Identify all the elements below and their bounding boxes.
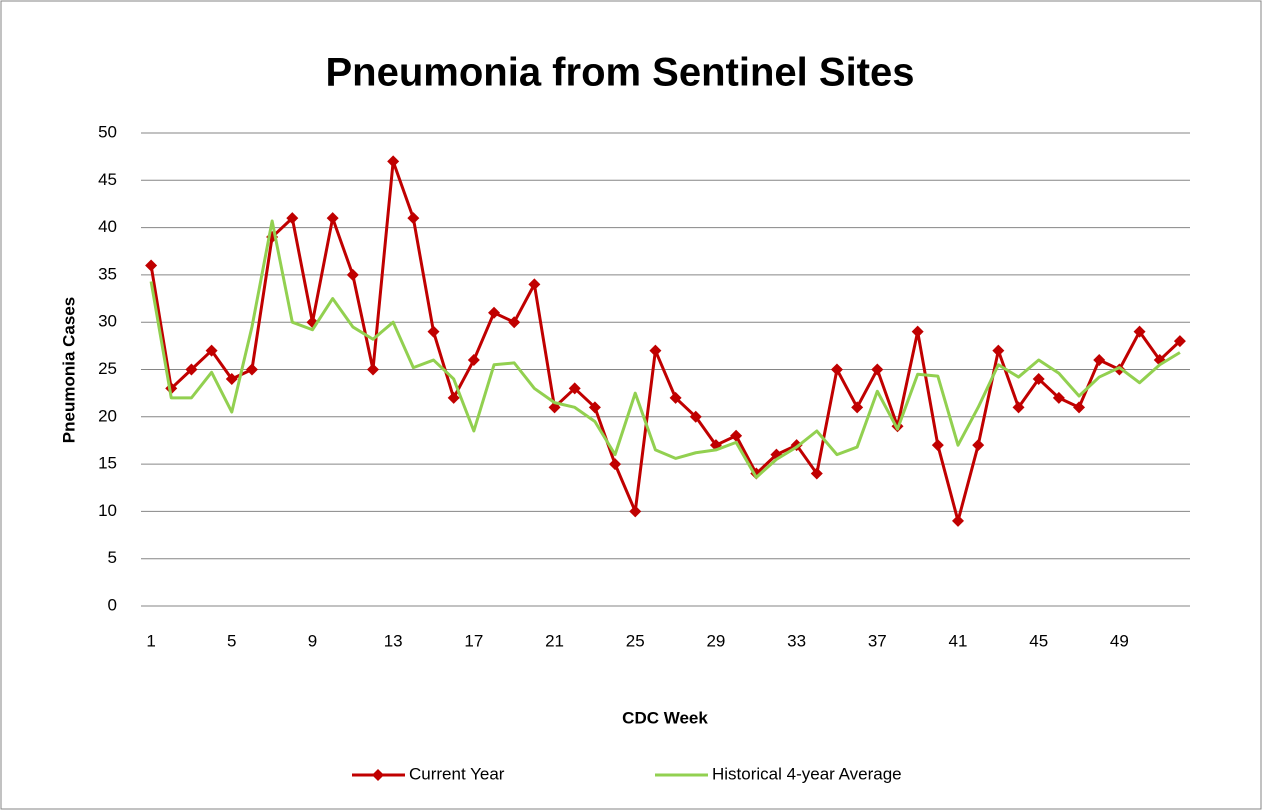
marker bbox=[225, 372, 238, 385]
marker bbox=[649, 344, 662, 357]
marker bbox=[488, 306, 501, 319]
marker bbox=[1012, 401, 1025, 414]
marker bbox=[1073, 401, 1086, 414]
marker bbox=[245, 363, 258, 376]
y-axis-label: Pneumonia Cases bbox=[59, 297, 78, 443]
marker bbox=[447, 391, 460, 404]
marker bbox=[810, 467, 823, 480]
x-axis-label: CDC Week bbox=[622, 708, 708, 727]
marker bbox=[326, 212, 339, 225]
x-tick-label: 21 bbox=[545, 631, 564, 650]
marker bbox=[467, 354, 480, 367]
y-tick-label: 25 bbox=[98, 359, 117, 378]
marker bbox=[830, 363, 843, 376]
series-line bbox=[149, 159, 1181, 523]
x-tick-label: 17 bbox=[464, 631, 483, 650]
y-tick-label: 30 bbox=[98, 312, 117, 331]
y-tick-label: 15 bbox=[98, 454, 117, 473]
marker bbox=[1133, 325, 1146, 338]
marker bbox=[1052, 391, 1065, 404]
marker bbox=[1093, 354, 1106, 367]
y-tick-label: 0 bbox=[108, 595, 117, 614]
marker bbox=[689, 410, 702, 423]
marker bbox=[205, 344, 218, 357]
marker bbox=[1113, 363, 1126, 376]
marker bbox=[609, 458, 622, 471]
marker bbox=[346, 268, 359, 281]
marker bbox=[407, 212, 420, 225]
marker bbox=[952, 514, 965, 527]
x-tick-label: 29 bbox=[706, 631, 725, 650]
y-tick-label: 5 bbox=[108, 548, 117, 567]
marker bbox=[427, 325, 440, 338]
x-tick-label: 45 bbox=[1029, 631, 1048, 650]
x-tick-label: 33 bbox=[787, 631, 806, 650]
series-line bbox=[149, 219, 1181, 479]
x-tick-label: 41 bbox=[949, 631, 968, 650]
marker bbox=[972, 439, 985, 452]
marker bbox=[387, 155, 400, 168]
x-tick-label: 5 bbox=[227, 631, 236, 650]
y-tick-label: 10 bbox=[98, 501, 117, 520]
x-tick-label: 49 bbox=[1110, 631, 1129, 650]
y-tick-label: 45 bbox=[98, 170, 117, 189]
y-tick-label: 40 bbox=[98, 217, 117, 236]
y-tick-label: 50 bbox=[98, 122, 117, 141]
marker bbox=[508, 316, 521, 329]
marker bbox=[911, 325, 924, 338]
x-tick-label: 1 bbox=[146, 631, 155, 650]
marker bbox=[588, 401, 601, 414]
chart-title: Pneumonia from Sentinel Sites bbox=[325, 51, 914, 95]
marker bbox=[366, 363, 379, 376]
x-tick-label: 9 bbox=[308, 631, 317, 650]
marker bbox=[286, 212, 299, 225]
marker bbox=[851, 401, 864, 414]
marker bbox=[528, 278, 541, 291]
marker bbox=[568, 382, 581, 395]
marker bbox=[992, 344, 1005, 357]
y-tick-label: 20 bbox=[98, 406, 117, 425]
x-tick-label: 13 bbox=[384, 631, 403, 650]
legend-label: Historical 4-year Average bbox=[712, 764, 902, 783]
y-tick-label: 35 bbox=[98, 264, 117, 283]
marker bbox=[145, 259, 158, 272]
marker bbox=[669, 391, 682, 404]
marker bbox=[730, 429, 743, 442]
marker bbox=[185, 363, 198, 376]
marker bbox=[629, 505, 642, 518]
marker bbox=[931, 439, 944, 452]
legend-label: Current Year bbox=[409, 764, 505, 783]
marker bbox=[1032, 372, 1045, 385]
x-tick-label: 37 bbox=[868, 631, 887, 650]
x-tick-label: 25 bbox=[626, 631, 645, 650]
marker bbox=[1173, 335, 1186, 348]
legend-marker bbox=[372, 769, 384, 781]
marker bbox=[871, 363, 884, 376]
